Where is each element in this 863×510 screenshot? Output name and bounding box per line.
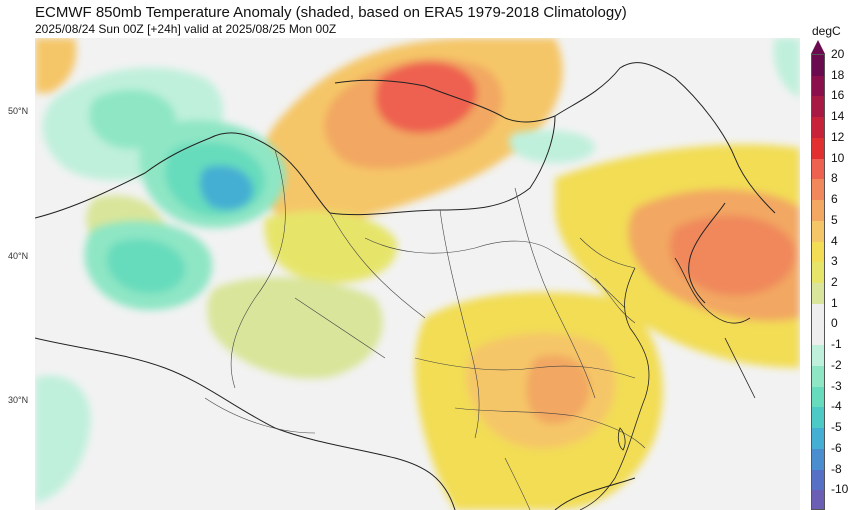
colorbar-segment: [812, 55, 824, 77]
colorbar-top-arrow: [811, 40, 825, 54]
colorbar-segment: [812, 117, 824, 139]
colorbar-tick-label: 20: [831, 47, 845, 61]
colorbar-tick-label: 2: [831, 275, 838, 289]
warm-anomaly-shading: [35, 38, 800, 510]
colorbar-segment: [812, 283, 824, 305]
national-boundaries: [35, 62, 776, 510]
colorbar-segment: [812, 490, 824, 509]
colorbar-segment: [812, 158, 824, 180]
province-boundaries: [204, 149, 646, 510]
cold-anomaly-shading: [35, 38, 800, 503]
latitude-label-30n: 30°N: [8, 395, 29, 405]
colorbar-tick-label: -4: [831, 399, 842, 414]
colorbar-tick-label: -6: [831, 440, 842, 455]
colorbar-segment: [812, 137, 824, 160]
colorbar-tick-label: 3: [831, 254, 838, 269]
map-title: ECMWF 850mb Temperature Anomaly (shaded,…: [35, 4, 627, 21]
colorbar-segment: [812, 324, 824, 346]
colorbar-tick-label: 10: [831, 150, 845, 165]
anomaly-map[interactable]: [35, 38, 800, 510]
colorbar-segment: [812, 96, 824, 118]
colorbar-tick-label: 18: [831, 67, 845, 82]
colorbar-segment: [812, 220, 824, 243]
colorbar-segment: [812, 469, 824, 491]
latitude-label-50n: 50°N: [8, 106, 29, 116]
coastline: [579, 257, 756, 510]
colorbar-tick-label: 16: [831, 88, 845, 103]
colorbar-tick-label: -2: [831, 357, 842, 372]
colorbar-tick-label: 14: [831, 109, 845, 124]
colorbar-tick-label: 6: [831, 192, 838, 207]
colorbar-segment: [812, 241, 824, 263]
colorbar-segment: [812, 75, 824, 97]
colorbar-segment: [812, 386, 824, 408]
latitude-label-40n: 40°N: [8, 251, 29, 261]
colorbar-tick-label: -5: [831, 420, 842, 435]
map-subtitle: 2025/08/24 Sun 00Z [+24h] valid at 2025/…: [35, 22, 337, 36]
colorbar-segment: [812, 303, 824, 325]
colorbar: [811, 54, 825, 510]
colorbar-tick-label: -1: [831, 337, 842, 352]
colorbar-tick-label: -8: [831, 461, 842, 476]
colorbar-tick-label: 4: [831, 233, 838, 248]
colorbar-tick-label: 5: [831, 212, 838, 227]
colorbar-segment: [812, 179, 824, 201]
colorbar-tick-label: 12: [831, 129, 845, 144]
colorbar-segment: [812, 365, 824, 388]
colorbar-segment: [812, 428, 824, 450]
colorbar-tick-label: 0: [831, 316, 838, 331]
colorbar-segment: [812, 262, 824, 284]
anomaly-map-graphic: [35, 38, 800, 510]
colorbar-segment: [812, 200, 824, 222]
colorbar-segment: [812, 407, 824, 429]
colorbar-tick-label: -3: [831, 378, 842, 393]
colorbar-segment: [812, 448, 824, 471]
colorbar-tick-label: 1: [831, 295, 838, 310]
colorbar-tick-label: -10: [831, 482, 849, 497]
colorbar-tick-label: 8: [831, 171, 838, 186]
colorbar-unit: degC: [812, 24, 841, 38]
colorbar-segment: [812, 345, 824, 367]
